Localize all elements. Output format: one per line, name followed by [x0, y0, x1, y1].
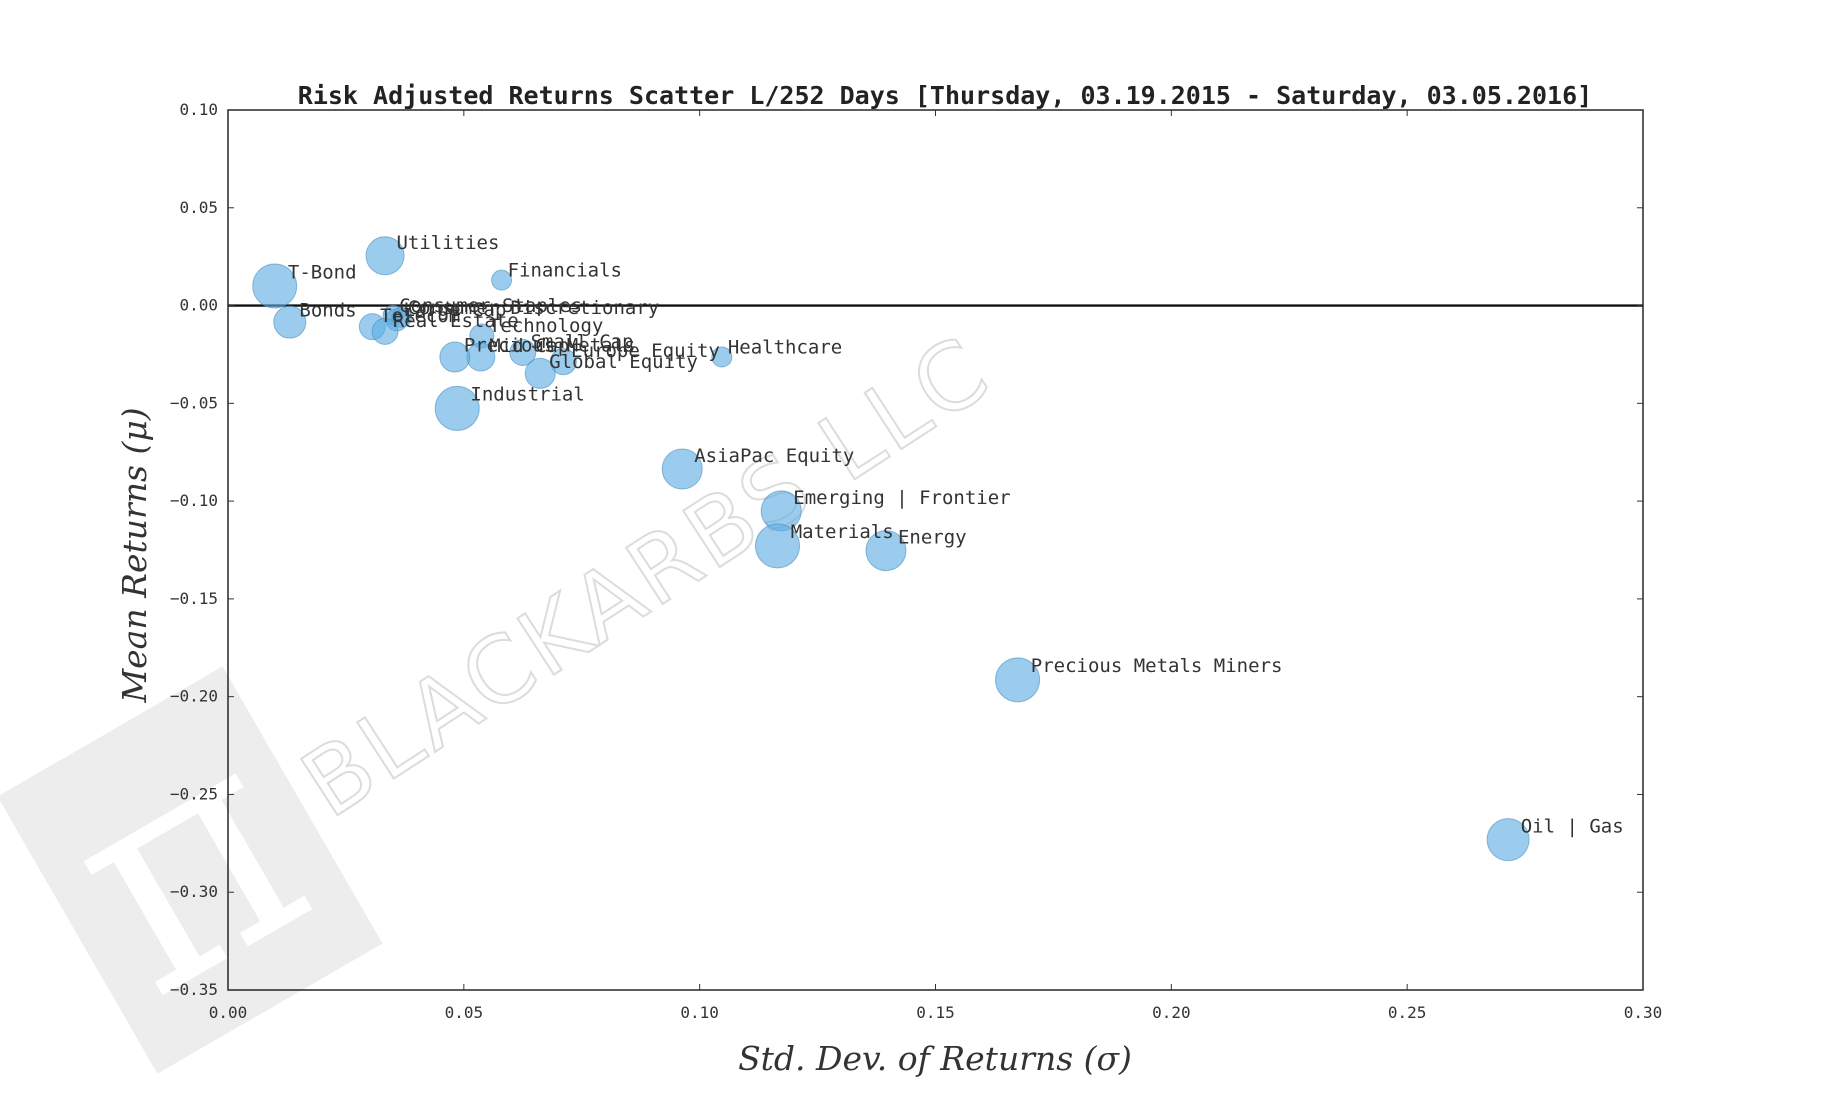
point-label: Bonds [299, 300, 356, 322]
data-point [371, 317, 399, 345]
data-points [252, 236, 1530, 862]
point-label: Industrial [470, 384, 584, 406]
point-label: Precious Metals [464, 335, 636, 357]
data-point [865, 530, 907, 572]
x-tick-label: 0.25 [1388, 1003, 1427, 1022]
y-tick-label: 0.00 [179, 296, 218, 315]
point-label: Consumer Staples [399, 295, 582, 317]
chart-title: Risk Adjusted Returns Scatter L/252 Days… [298, 81, 1592, 110]
data-point [661, 448, 703, 490]
point-label: Real Estate [393, 310, 519, 332]
y-tick-label: 0.10 [179, 100, 218, 119]
data-point [273, 305, 307, 339]
data-point [995, 657, 1041, 703]
point-label: Oil | Gas [1521, 815, 1624, 837]
axes: 0.00 0.05 0.10 0.15 0.20 0.25 0.30 0.10 0.05 0.00… [170, 100, 1662, 1022]
point-label: Precious Metals Miners [1031, 655, 1283, 677]
point-label: Energy [898, 527, 967, 549]
data-point [365, 236, 405, 276]
y-tick-label: −0.30 [170, 882, 218, 901]
data-point [509, 338, 537, 366]
point-label: Mid Cap [489, 335, 569, 357]
x-axis-label: Std. Dev. of Returns (σ) [738, 1039, 1132, 1078]
point-label: Small Cap [531, 331, 634, 353]
x-tick-label: 0.00 [209, 1003, 248, 1022]
x-tick-label: 0.30 [1624, 1003, 1663, 1022]
point-label: Materials [791, 521, 894, 543]
point-label: Consumer Discretionary [408, 297, 660, 319]
data-point [1486, 818, 1530, 862]
y-tick-label: −0.20 [170, 687, 218, 706]
point-label: Emerging | Frontier [793, 487, 1010, 509]
point-label: Utilities [396, 232, 499, 254]
y-tick-label: −0.05 [170, 393, 218, 412]
data-point [491, 269, 513, 291]
data-point [439, 341, 471, 373]
x-tick-label: 0.20 [1152, 1003, 1191, 1022]
watermark-text: BLACKARBS LLC [284, 315, 1009, 838]
point-label: Technology [489, 315, 603, 337]
point-label: Global Equity [549, 351, 698, 373]
point-label: Financials [508, 260, 622, 282]
point-label: Telecom [380, 305, 460, 327]
point-label: Healthcare [728, 336, 842, 358]
data-point [754, 523, 800, 569]
y-tick-label: −0.35 [170, 980, 218, 999]
x-tick-label: 0.10 [680, 1003, 719, 1022]
data-point [711, 346, 733, 368]
x-tick-label: 0.05 [445, 1003, 484, 1022]
data-point [524, 357, 556, 389]
data-point [252, 263, 298, 309]
y-tick-label: −0.25 [170, 784, 218, 803]
watermark-logo-box [0, 666, 383, 1074]
data-point [434, 385, 480, 431]
y-tick-label: −0.10 [170, 491, 218, 510]
y-tick-label: −0.15 [170, 589, 218, 608]
point-label: T-Bond [288, 261, 357, 283]
point-labels: T-Bond Bonds Utilities Financials Consumer S… [288, 232, 1624, 837]
y-axis-label: Mean Returns (μ) [115, 407, 154, 703]
x-tick-label: 0.15 [916, 1003, 955, 1022]
point-label: AsiaPac Equity [694, 445, 854, 467]
point-label: Europe Equity [571, 340, 720, 362]
y-tick-label: 0.05 [179, 198, 218, 217]
point-label: Large Cap [403, 299, 506, 321]
